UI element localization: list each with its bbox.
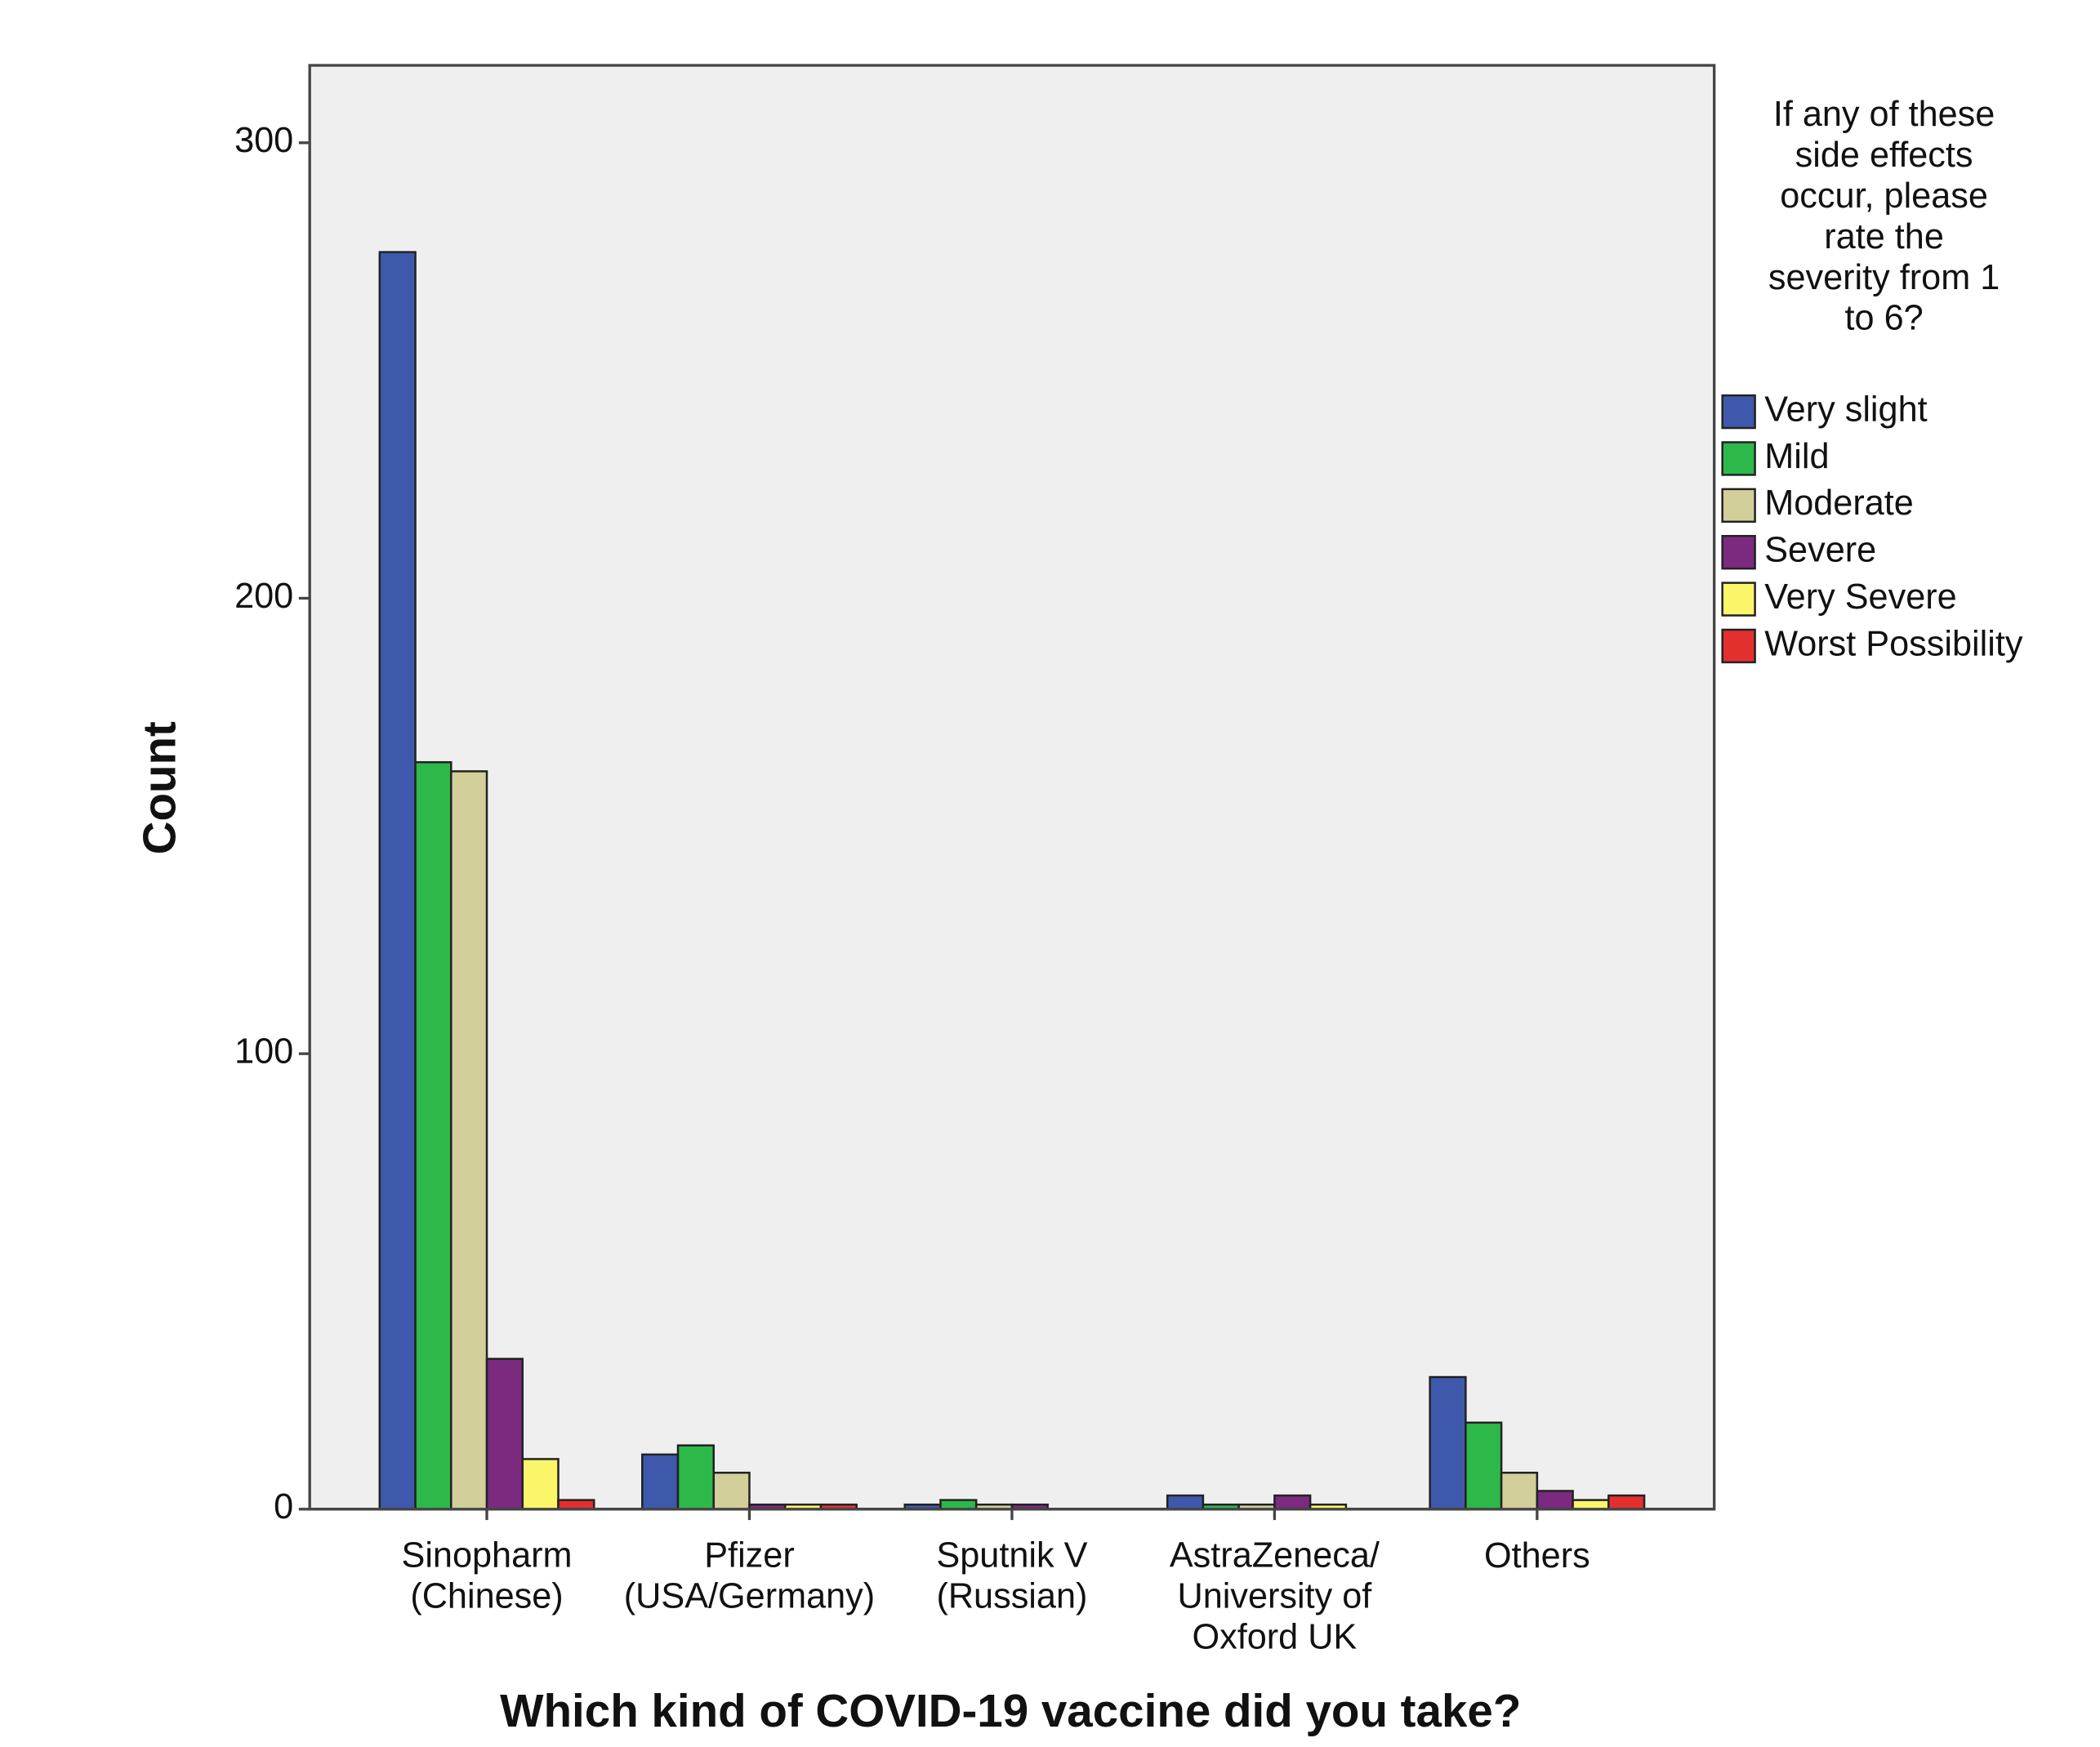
x-tick-label: AstraZeneca/University of Oxford UK bbox=[1170, 1536, 1380, 1657]
bar bbox=[485, 1357, 524, 1511]
bar bbox=[676, 1444, 715, 1511]
bar bbox=[521, 1458, 560, 1511]
bar bbox=[1500, 1471, 1539, 1511]
legend-swatch bbox=[1721, 582, 1756, 617]
bar bbox=[557, 1499, 595, 1511]
legend-swatch bbox=[1721, 534, 1756, 570]
bar bbox=[1273, 1494, 1312, 1511]
bar bbox=[1429, 1375, 1467, 1511]
legend-label: Very Severe bbox=[1764, 577, 1956, 617]
bar bbox=[1166, 1494, 1205, 1511]
plot-area bbox=[308, 64, 1716, 1511]
y-tick-label: 300 bbox=[234, 121, 293, 160]
bar bbox=[641, 1453, 680, 1511]
x-tick-label: Pfizer (USA/Germany) bbox=[624, 1536, 875, 1616]
bar bbox=[450, 770, 488, 1511]
legend-label: Mild bbox=[1764, 437, 1829, 476]
legend-label: Severe bbox=[1764, 531, 1876, 570]
legend-swatch bbox=[1721, 394, 1756, 430]
y-tick-label: 0 bbox=[274, 1487, 293, 1526]
y-tick-label: 100 bbox=[234, 1032, 293, 1072]
bar bbox=[1465, 1421, 1503, 1511]
bar bbox=[1607, 1494, 1646, 1511]
legend-label: Worst Possibility bbox=[1764, 624, 2023, 663]
bar bbox=[712, 1471, 751, 1511]
bar bbox=[939, 1499, 978, 1511]
legend-label: Moderate bbox=[1764, 484, 1914, 523]
bar bbox=[1572, 1499, 1610, 1511]
legend-swatch bbox=[1721, 441, 1756, 476]
y-axis-label: Count bbox=[133, 721, 185, 854]
y-tick-label: 200 bbox=[234, 577, 293, 616]
legend-title: If any of these side effects occur, please… bbox=[1768, 96, 2000, 338]
legend-label: Very slight bbox=[1764, 390, 1927, 430]
x-tick-label: Others bbox=[1484, 1536, 1590, 1575]
x-tick-label: Sputnik V (Russian) bbox=[936, 1536, 1087, 1616]
x-axis-label: Which kind of COVID-19 vaccine did you t… bbox=[500, 1685, 1521, 1736]
x-tick-label: Sinopharm (Chinese) bbox=[402, 1536, 573, 1616]
bar bbox=[378, 251, 417, 1511]
legend-swatch bbox=[1721, 488, 1756, 524]
bar bbox=[414, 760, 453, 1511]
bar bbox=[1536, 1490, 1574, 1511]
legend-swatch bbox=[1721, 628, 1756, 664]
